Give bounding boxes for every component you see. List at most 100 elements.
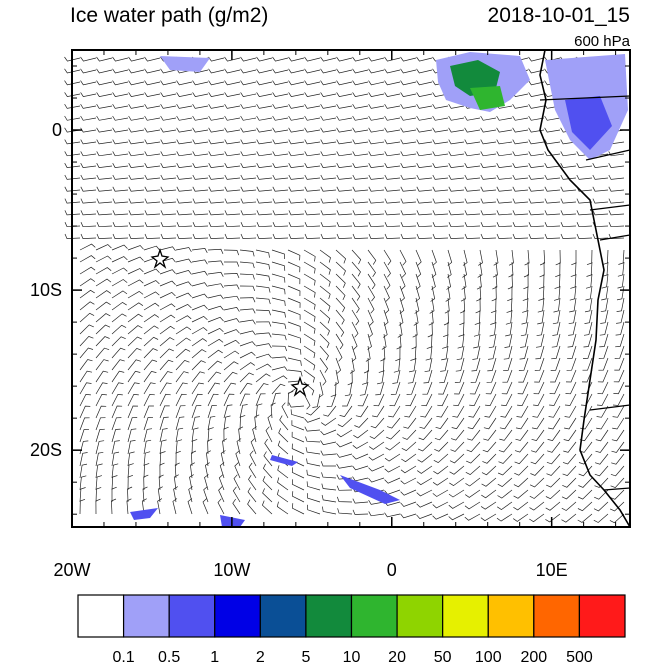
wind-barb	[95, 244, 112, 251]
wind-barb	[528, 174, 545, 180]
wind-barb	[256, 174, 273, 180]
wind-barb	[384, 210, 401, 216]
wind-barb	[583, 321, 593, 336]
wind-barb	[208, 198, 225, 204]
wind-barb	[79, 243, 96, 251]
wind-barb	[175, 337, 191, 347]
wind-barb	[111, 359, 125, 371]
wind-barb	[208, 139, 225, 145]
wind-barb	[417, 465, 433, 474]
wind-barb	[548, 417, 561, 430]
wind-barb	[544, 115, 561, 121]
wind-barb	[272, 151, 289, 157]
wind-barb	[144, 104, 161, 109]
wind-barb	[303, 309, 316, 322]
wind-barb	[223, 273, 240, 279]
wind-barb	[416, 233, 433, 239]
wind-barb	[271, 297, 286, 306]
wind-barb	[127, 302, 144, 311]
axis-ticks: 20W 10W 0 10E 0 10S 20S	[30, 50, 630, 580]
wind-barb	[307, 504, 321, 515]
wind-barb	[160, 68, 177, 74]
wind-barb	[544, 198, 561, 204]
wind-barb	[464, 186, 481, 192]
wind-barb	[614, 357, 625, 371]
wind-barb	[336, 429, 353, 438]
wind-barb	[192, 139, 209, 145]
wind-barb	[127, 279, 144, 287]
wind-barb	[303, 297, 316, 310]
wind-barb	[397, 321, 403, 338]
wind-barb	[160, 139, 177, 145]
wind-barb	[160, 80, 177, 86]
wind-barb	[208, 115, 225, 121]
wind-barb	[320, 450, 337, 456]
wind-barb	[480, 127, 497, 133]
wind-barb	[291, 431, 305, 443]
wind-barb	[95, 405, 107, 419]
wind-barb	[592, 210, 609, 216]
wind-barb	[469, 393, 481, 406]
wind-barb	[380, 345, 386, 362]
wind-barb	[255, 343, 272, 349]
wind-barb	[207, 415, 216, 431]
wind-barb	[600, 297, 609, 313]
wind-barb	[128, 151, 145, 157]
wind-barb	[489, 321, 497, 337]
wind-barb	[224, 174, 241, 180]
wind-barb	[128, 104, 145, 109]
wind-barb	[256, 151, 273, 157]
wind-barb	[233, 474, 241, 491]
wind-barb	[560, 198, 577, 204]
wind-barb	[595, 429, 609, 442]
wind-barb	[176, 139, 193, 145]
wind-barb	[336, 174, 353, 180]
wind-barb	[291, 479, 305, 491]
wind-barb	[435, 417, 449, 430]
wind-barb	[551, 345, 561, 360]
wind-barb	[560, 233, 577, 239]
wind-barb	[159, 291, 176, 299]
wind-barb	[143, 245, 160, 251]
wind-barb	[326, 393, 337, 407]
wind-barb	[532, 405, 545, 418]
wind-barb	[351, 333, 358, 350]
wind-barb	[95, 359, 109, 371]
wind-barb	[208, 233, 225, 239]
wind-barb	[95, 394, 107, 407]
wind-barb	[111, 267, 128, 275]
wind-barb	[428, 309, 434, 326]
wind-barb	[400, 186, 417, 192]
wind-barb	[175, 439, 183, 455]
wind-barb	[64, 174, 81, 180]
wind-barb	[464, 210, 481, 216]
wind-barb	[304, 127, 321, 133]
wind-barb	[600, 309, 609, 324]
wind-barb	[291, 443, 305, 455]
wind-barb	[567, 345, 577, 360]
wind-barb	[384, 151, 401, 157]
wind-barb	[224, 80, 241, 86]
wind-barb	[143, 280, 160, 287]
wind-barb	[175, 450, 181, 467]
wind-barb	[191, 382, 204, 395]
wind-barb	[111, 382, 124, 395]
colorbar-label: 1	[210, 649, 219, 666]
wind-barb	[112, 68, 129, 74]
wind-barb	[441, 345, 449, 361]
wind-barb	[416, 127, 433, 133]
wind-barb	[446, 273, 451, 290]
wind-barb	[79, 417, 90, 431]
wind-barb	[232, 486, 241, 503]
wind-barb	[529, 489, 545, 499]
wind-barb	[561, 489, 577, 500]
wind-barb	[304, 186, 321, 192]
wind-barb	[528, 68, 545, 74]
wind-barb	[321, 417, 337, 426]
wind-barb	[319, 333, 330, 348]
wind-barb	[485, 393, 497, 406]
wind-barb	[554, 273, 561, 289]
lon-tick-label: 0	[387, 560, 397, 580]
wind-barb	[399, 273, 406, 290]
wind-barb	[352, 68, 369, 74]
